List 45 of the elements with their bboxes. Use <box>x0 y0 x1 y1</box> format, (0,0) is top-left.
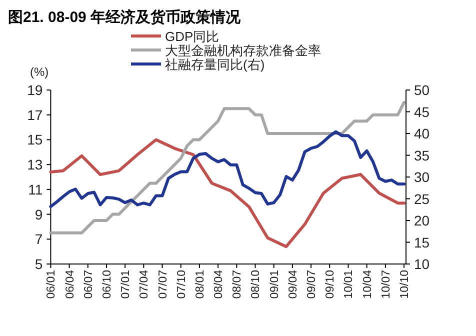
legend-label: 社融存量同比(右) <box>165 57 265 72</box>
chart-title: 图21. 08-09 年经济及货币政策情况 <box>8 8 242 26</box>
y2-tick-label: 40 <box>414 126 430 142</box>
x-tick-label: 09/07 <box>306 270 318 299</box>
legend-label: GDP同比 <box>165 29 220 44</box>
line-series <box>49 100 406 234</box>
x-tick-label: 09/01 <box>268 270 281 299</box>
y-tick-label: 17 <box>27 106 43 123</box>
y2-tick-label: 25 <box>414 190 430 207</box>
y-tick-label: 13 <box>27 156 43 173</box>
y-tick-label: 9 <box>34 206 43 222</box>
y2-tick-label: 20 <box>414 212 430 228</box>
x-tick-label: 08/01 <box>194 270 206 299</box>
x-tick-label: 07/01 <box>120 270 132 299</box>
y2-tick-label: 30 <box>414 169 430 185</box>
x-tick-label: 10/01 <box>343 270 356 299</box>
x-tick-label: 06/07 <box>82 270 95 299</box>
y-tick-label: 19 <box>27 82 43 98</box>
x-tick-label: 10/10 <box>399 270 411 299</box>
legend-label: 大型金融机构存款准备金率 <box>165 43 321 58</box>
y-tick-label: 7 <box>34 231 43 248</box>
x-tick-label: 07/07 <box>157 270 170 299</box>
x-tick-label: 07/10 <box>176 270 188 299</box>
y-axis-title: (%) <box>30 65 49 79</box>
y2-tick-label: 50 <box>414 82 430 98</box>
x-tick-label: 09/04 <box>287 269 300 299</box>
y-tick-label: 11 <box>28 181 43 198</box>
x-tick-label: 10/07 <box>380 270 392 299</box>
y2-tick-label: 45 <box>414 104 430 120</box>
x-tick-label: 08/07 <box>232 270 244 299</box>
y2-tick-label: 10 <box>414 256 430 272</box>
x-tick-label: 07/04 <box>138 269 151 299</box>
line-series <box>49 138 406 248</box>
y2-tick-label: 15 <box>414 234 430 250</box>
x-tick-label: 06/04 <box>64 269 76 299</box>
x-tick-label: 08/04 <box>213 269 226 299</box>
y-tick-label: 5 <box>34 256 43 272</box>
x-tick-label: 08/10 <box>250 270 262 299</box>
x-tick-label: 06/10 <box>101 270 114 299</box>
x-tick-label: 09/10 <box>324 270 337 299</box>
line-series <box>49 130 406 208</box>
y-tick-label: 15 <box>27 132 43 148</box>
x-tick-label: 06/01 <box>46 270 58 299</box>
x-tick-label: 10/04 <box>362 269 374 299</box>
y2-tick-label: 35 <box>414 147 430 164</box>
